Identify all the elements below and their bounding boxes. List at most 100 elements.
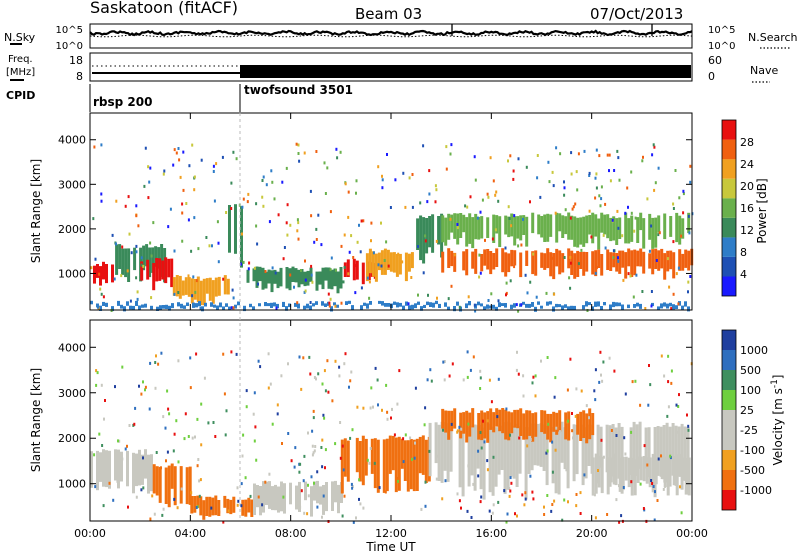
heatmap-cell-power-11	[366, 303, 369, 309]
heatmap-speck-power	[98, 272, 101, 276]
heatmap-cell-power-10	[576, 217, 580, 248]
heatmap-speck-power	[474, 178, 477, 182]
heatmap-speck-power	[136, 290, 139, 294]
heatmap-speck-power	[411, 205, 414, 209]
heatmap-cell-power-10	[540, 216, 544, 238]
heatmap-speck-velocity	[623, 436, 626, 440]
heatmap-cell-power-10	[513, 216, 517, 246]
heatmap-cell-velocity-3	[262, 481, 265, 513]
heatmap-speck-velocity	[667, 380, 670, 384]
heatmap-cell-velocity-7	[627, 457, 631, 488]
heatmap-speck-power	[330, 256, 333, 260]
heatmap-speck-velocity	[441, 497, 444, 501]
heatmap-speck-power	[680, 234, 683, 238]
heatmap-speck-velocity	[480, 446, 483, 450]
heatmap-speck-velocity	[510, 481, 513, 485]
heatmap-speck-velocity	[162, 415, 165, 419]
heatmap-speck-power	[591, 263, 594, 266]
heatmap-cell-power-9	[471, 251, 475, 269]
heatmap-cell-velocity-5	[428, 422, 432, 477]
heatmap-speck-velocity	[96, 371, 99, 375]
heatmap-speck-power	[491, 237, 494, 241]
heatmap-cell-power-5	[267, 269, 271, 284]
heatmap-speck-velocity	[267, 386, 270, 390]
heatmap-cell-power-11	[345, 301, 348, 305]
heatmap-speck-velocity	[236, 486, 239, 490]
heatmap-speck-power	[539, 195, 542, 199]
heatmap-speck-power	[309, 301, 312, 304]
power-colorbar-tick: 12	[740, 224, 754, 237]
y-tick-label-power-1000: 1000	[58, 267, 86, 280]
nave-tick-bottom: 0	[708, 70, 715, 83]
heatmap-speck-velocity	[222, 352, 225, 356]
heatmap-speck-velocity	[369, 406, 372, 410]
heatmap-cell-velocity-5	[671, 423, 675, 476]
heatmap-speck-power	[377, 263, 380, 267]
heatmap-speck-velocity	[593, 389, 596, 393]
heatmap-speck-power	[548, 180, 551, 184]
heatmap-speck-velocity	[561, 518, 564, 522]
heatmap-speck-velocity	[670, 369, 673, 373]
heatmap-cell-power-9	[666, 250, 670, 272]
heatmap-speck-velocity	[313, 449, 316, 453]
heatmap-speck-power	[435, 239, 438, 243]
heatmap-speck-velocity	[210, 506, 213, 510]
heatmap-speck-power	[173, 292, 176, 296]
heatmap-cell-velocity-6	[531, 413, 535, 442]
heatmap-cell-velocity-2	[226, 498, 230, 514]
heatmap-cell-velocity-4	[421, 435, 425, 475]
heatmap-cell-power-0	[96, 264, 99, 278]
heatmap-cell-power-11	[456, 301, 459, 306]
freq-tick-bottom: 8	[76, 70, 83, 83]
heatmap-speck-velocity	[599, 350, 602, 354]
heatmap-speck-velocity	[142, 456, 144, 460]
heatmap-cell-power-1	[157, 247, 161, 269]
heatmap-speck-velocity	[317, 372, 320, 376]
heatmap-cell-power-11	[444, 302, 447, 307]
heatmap-cell-power-10	[486, 217, 490, 238]
heatmap-speck-power	[497, 299, 500, 303]
noise-search-trace	[89, 34, 693, 38]
heatmap-cell-power-11	[177, 302, 180, 307]
heatmap-speck-velocity	[522, 374, 525, 378]
heatmap-speck-power	[672, 292, 675, 296]
heatmap-speck-power	[241, 232, 243, 236]
heatmap-speck-power	[199, 306, 202, 310]
heatmap-cell-power-11	[288, 303, 291, 308]
heatmap-speck-power	[563, 180, 565, 184]
heatmap-cell-power-11	[144, 303, 147, 308]
heatmap-cell-power-11	[117, 300, 120, 306]
heatmap-speck-power	[275, 306, 278, 310]
heatmap-speck-power	[651, 153, 654, 157]
heatmap-speck-power	[140, 263, 143, 267]
heatmap-speck-velocity	[390, 416, 392, 420]
heatmap-speck-velocity	[194, 435, 196, 439]
heatmap-cell-velocity-0	[114, 449, 117, 481]
heatmap-speck-velocity	[624, 452, 627, 456]
freq-label-line1: Freq.	[8, 54, 33, 65]
heatmap-speck-velocity	[342, 468, 345, 472]
heatmap-speck-velocity	[320, 446, 323, 449]
heatmap-cell-power-3	[172, 277, 176, 296]
heatmap-cell-velocity-1	[173, 466, 177, 506]
heatmap-speck-velocity	[191, 436, 194, 440]
heatmap-cell-power-11	[591, 306, 594, 311]
heatmap-cell-power-11	[363, 302, 366, 306]
heatmap-cell-velocity-3	[274, 484, 277, 511]
heatmap-speck-power	[577, 262, 580, 266]
heatmap-speck-velocity	[121, 457, 124, 461]
heatmap-speck-power	[152, 221, 155, 225]
heatmap-cell-power-5	[339, 267, 343, 289]
heatmap-speck-power	[323, 161, 326, 165]
heatmap-cell-velocity-5	[446, 423, 450, 482]
heatmap-speck-velocity	[458, 499, 461, 503]
heatmap-speck-velocity	[154, 361, 157, 364]
heatmap-speck-power	[512, 169, 515, 173]
date-title: 07/Oct/2013	[590, 5, 683, 23]
heatmap-cell-power-11	[237, 301, 240, 306]
heatmap-speck-power	[492, 179, 495, 183]
heatmap-speck-velocity	[271, 422, 274, 426]
heatmap-cell-power-5	[285, 267, 289, 289]
